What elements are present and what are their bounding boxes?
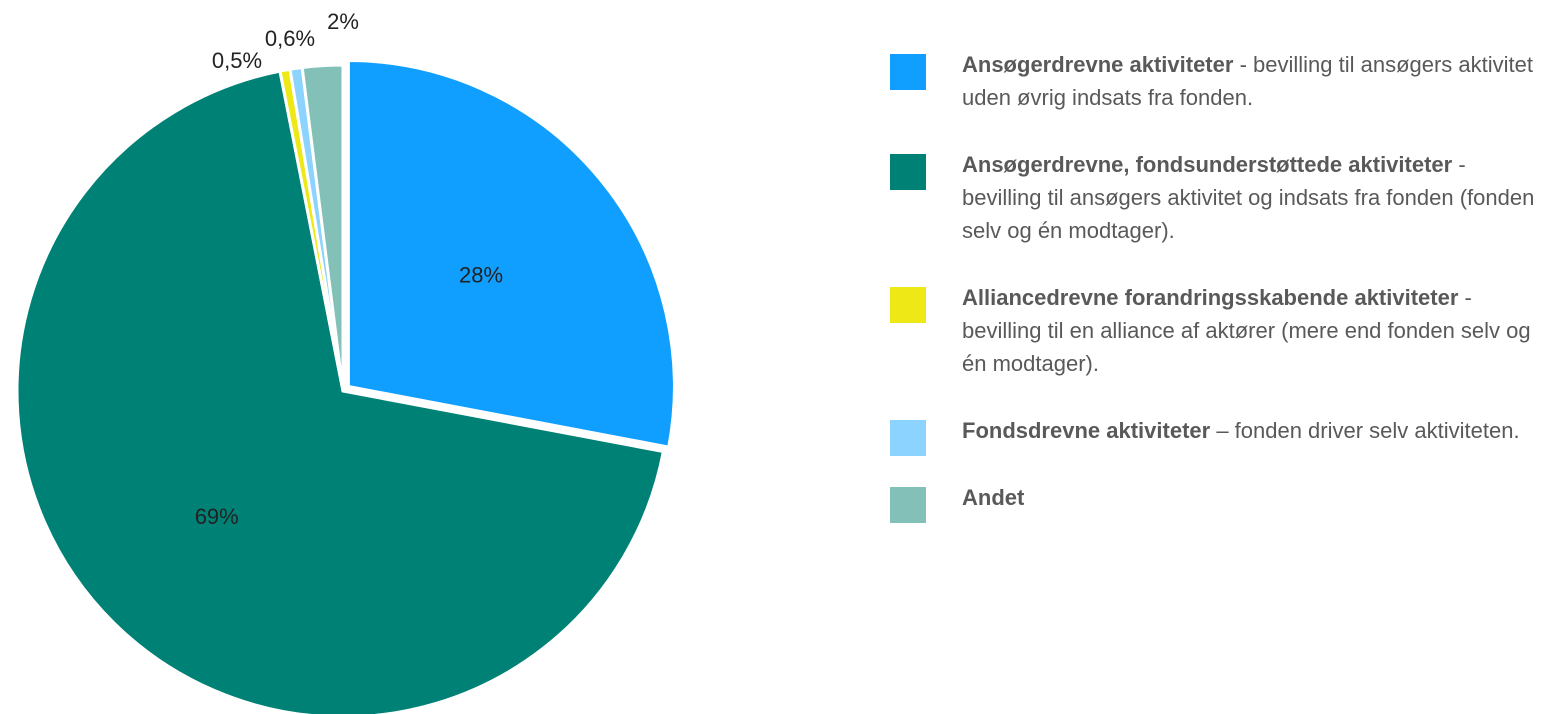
legend-entry: Andet [890, 481, 1540, 523]
pie-slice [346, 59, 676, 449]
legend: Ansøgerdrevne aktiviteter - bevilling ti… [890, 48, 1540, 548]
legend-description: - bevilling til ansøgers aktivitet uden … [962, 52, 1534, 110]
legend-description: - bevilling til en alliance af aktører (… [962, 285, 1531, 376]
legend-entry: Ansøgerdrevne aktiviteter - bevilling ti… [890, 48, 1540, 114]
legend-entry: Fondsdrevne aktiviteter – fonden driver … [890, 414, 1540, 456]
legend-description: – fonden driver selv aktiviteten. [1216, 418, 1520, 443]
legend-swatch [890, 287, 926, 323]
chart: 28% 69% 0,5%0,6% 2% [15, 9, 676, 714]
data-label: 0,6% [265, 26, 315, 51]
legend-entry: Ansøgerdrevne, fondsunderstøttede aktivi… [890, 148, 1540, 247]
data-label: 28% [459, 262, 503, 287]
legend-name: Fondsdrevne aktiviteter [962, 418, 1211, 443]
legend-name: Ansøgerdrevne aktiviteter [962, 52, 1234, 77]
legend-swatch [890, 54, 926, 90]
legend-swatch [890, 420, 926, 456]
legend-swatch [890, 487, 926, 523]
data-label: 0,5% [212, 48, 262, 73]
data-label: 2% [327, 9, 359, 34]
legend-description: - bevilling til ansøgers aktivitet og in… [962, 152, 1535, 243]
legend-name: Andet [962, 485, 1025, 510]
pie-slice [15, 69, 666, 714]
legend-name: Alliancedrevne forandringsskabende aktiv… [962, 285, 1459, 310]
pie-slice [300, 63, 345, 392]
legend-swatch [890, 154, 926, 190]
legend-name: Ansøgerdrevne, fondsunderstøttede aktivi… [962, 152, 1453, 177]
data-label: 69% [195, 504, 239, 529]
legend-entry: Alliancedrevne forandringsskabende aktiv… [890, 281, 1540, 380]
